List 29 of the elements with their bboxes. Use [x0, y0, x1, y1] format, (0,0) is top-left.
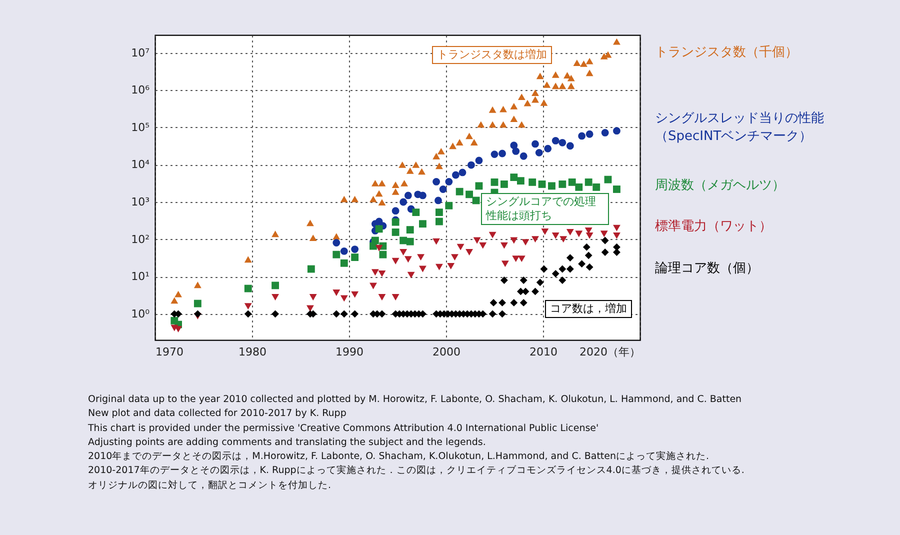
text: Original data up to the year 2010 collected and plotted by M. Horowitz, F. Labonte, O. Shacham, K. Olukotun, L. Hammond, and C. Batten	[88, 393, 743, 407]
x-tick-label: 1970	[156, 346, 184, 358]
annotation: トランジスタ数は増加	[432, 46, 552, 64]
x-tick-label: 1980	[238, 346, 266, 358]
y-tick-label: 10¹	[131, 270, 150, 284]
text: Adjusting points are adding comments and translating the subject and the legends.	[88, 436, 487, 450]
text: New plot and data collected for 2010-2017 by K. Rupp	[88, 407, 348, 422]
x-tick-label: 2020（年）	[580, 346, 640, 358]
text: シングルスレッド当りの性能（SpecINTベンチマーク）	[655, 110, 825, 146]
annotation: シングルコアでの処理性能は頭打ち	[481, 193, 609, 225]
text: 2010-2017年のデータとその図示は，K. Ruppによって実施された．この図は，クリエイティブコモンズライセンス4.0に基づき，提供されている.	[88, 464, 744, 478]
text: トランジスタ数（千個）	[655, 44, 799, 62]
text: 2010年までのデータとその図示は，M.Horowitz, F. Labonte, O. Shacham, K.Olukotun, L.Hammond, and C. Battenによって実施された.	[88, 450, 710, 464]
y-tick-label: 10⁴	[131, 158, 150, 172]
annotation: コア数は，増加	[545, 300, 632, 318]
y-tick-label: 10⁷	[131, 46, 150, 60]
text: オリジナルの図に対して，翻訳とコメントを付加した.	[88, 478, 332, 493]
x-tick-label: 2010	[530, 346, 558, 358]
y-tick-label: 10²	[131, 232, 150, 246]
text: 標準電力（ワット）	[655, 218, 773, 236]
y-tick-label: 10⁵	[131, 120, 150, 134]
y-tick-label: 10⁰	[131, 307, 150, 320]
x-tick-label: 1990	[336, 346, 364, 358]
x-tick-label: 2000	[432, 346, 460, 358]
y-tick-label: 10³	[131, 196, 150, 209]
y-tick-label: 10⁶	[131, 84, 150, 97]
text: 周波数（メガヘルツ）	[655, 177, 786, 195]
text: 論理コア数（個）	[655, 260, 760, 278]
text: This chart is provided under the permissive 'Creative Commons Attribution 4.0 International Public License'	[88, 422, 600, 436]
